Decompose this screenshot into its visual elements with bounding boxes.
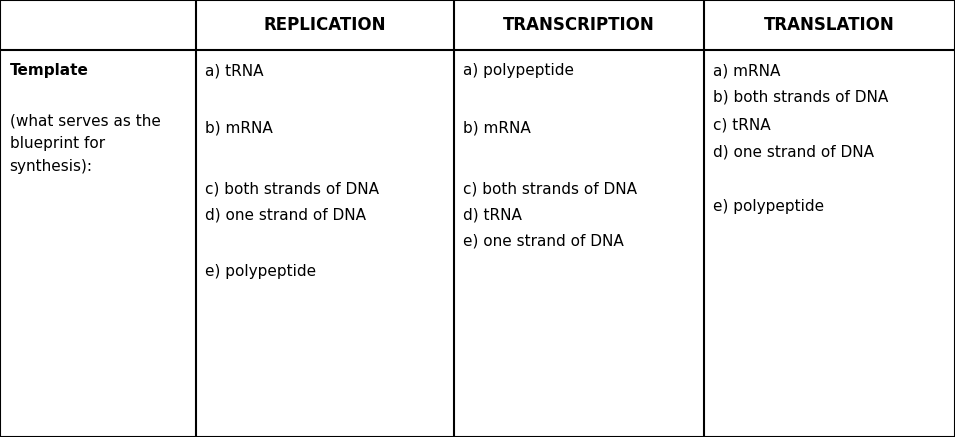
Text: e) polypeptide: e) polypeptide: [205, 264, 316, 279]
Text: e) one strand of DNA: e) one strand of DNA: [463, 234, 624, 249]
Text: Template: Template: [10, 63, 89, 78]
Text: TRANSLATION: TRANSLATION: [764, 16, 895, 34]
Text: d) one strand of DNA: d) one strand of DNA: [205, 208, 367, 222]
Text: d) one strand of DNA: d) one strand of DNA: [713, 144, 875, 159]
Text: b) mRNA: b) mRNA: [205, 120, 273, 135]
Text: c) both strands of DNA: c) both strands of DNA: [205, 181, 379, 196]
Text: c) tRNA: c) tRNA: [713, 118, 771, 133]
Text: c) both strands of DNA: c) both strands of DNA: [463, 181, 637, 196]
Text: TRANSCRIPTION: TRANSCRIPTION: [503, 16, 654, 34]
Text: a) polypeptide: a) polypeptide: [463, 63, 574, 78]
Text: e) polypeptide: e) polypeptide: [713, 199, 824, 214]
Text: b) mRNA: b) mRNA: [463, 120, 531, 135]
Text: a) mRNA: a) mRNA: [713, 63, 781, 78]
Text: b) both strands of DNA: b) both strands of DNA: [713, 90, 889, 104]
Text: a) tRNA: a) tRNA: [205, 63, 264, 78]
Text: REPLICATION: REPLICATION: [264, 16, 386, 34]
Text: (what serves as the
blueprint for
synthesis):: (what serves as the blueprint for synthe…: [10, 114, 160, 174]
Text: d) tRNA: d) tRNA: [463, 208, 522, 222]
